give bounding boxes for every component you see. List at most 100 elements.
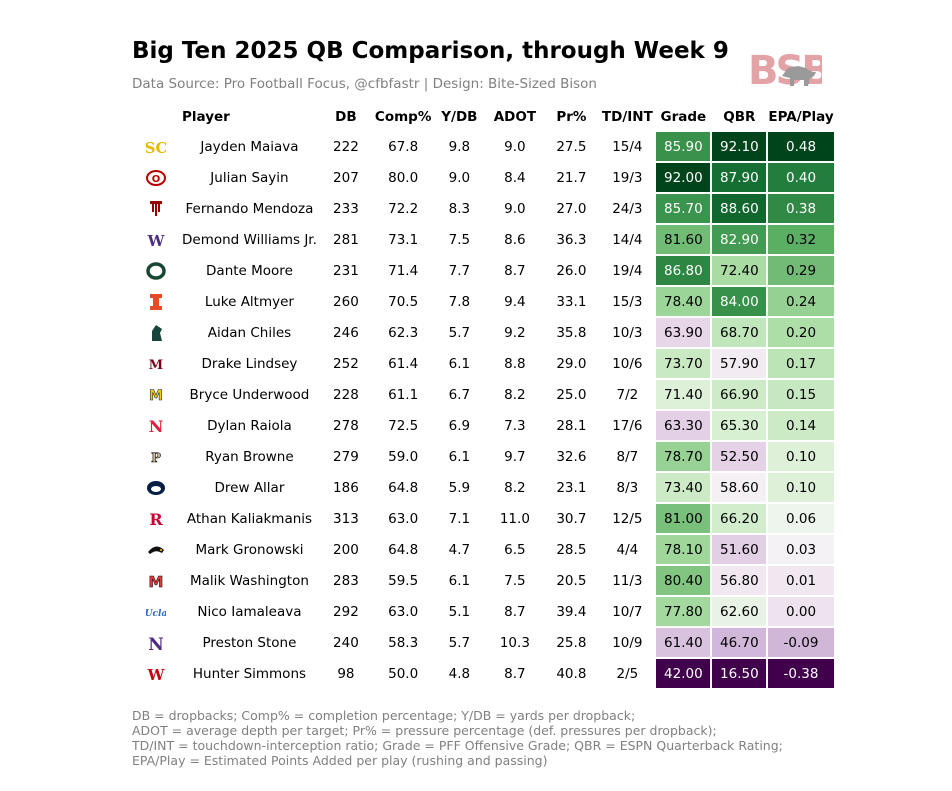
db-value: 231 (333, 262, 359, 279)
player-name: Ryan Browne (205, 448, 294, 465)
player-name: Luke Altmyer (204, 293, 294, 310)
adot-value: 10.3 (499, 634, 530, 651)
grade-value: 71.40 (656, 380, 711, 409)
comp-value: 63.0 (388, 603, 419, 620)
maryland-logo-icon: M (148, 572, 164, 591)
table-row: O Julian Sayin 207 80.0 9.0 8.4 21.7 19/3 92.00 8… (132, 163, 834, 192)
epa-value: -0.38 (768, 659, 834, 688)
tdint-value: 7/2 (616, 386, 639, 403)
ydb-value: 6.1 (448, 448, 471, 465)
comp-value: 59.0 (388, 448, 419, 465)
header-ydb: Y/DB (441, 109, 478, 125)
db-value: 313 (333, 510, 359, 527)
indiana-logo-icon (150, 200, 162, 216)
player-name: Drake Lindsey (201, 355, 298, 372)
pr-value: 25.0 (556, 386, 587, 403)
epa-value: 0.17 (768, 349, 834, 378)
tdint-value: 10/9 (612, 634, 643, 651)
svg-text:R: R (149, 510, 163, 529)
pr-value: 27.0 (556, 200, 587, 217)
svg-text:N: N (148, 635, 164, 653)
brand-logo-text: BSB (748, 48, 822, 92)
header-player: Player (182, 109, 230, 125)
qbr-value: 65.30 (712, 411, 767, 440)
qbr-value: 68.70 (712, 318, 767, 347)
team-logo-cell: Ucla (132, 597, 180, 626)
pr-value: 35.8 (556, 324, 587, 341)
tdint-value: 10/6 (612, 355, 643, 372)
comp-value: 70.5 (388, 293, 419, 310)
tdint-value: 12/5 (612, 510, 643, 527)
grade-value: 73.40 (656, 473, 711, 502)
michigan-logo-icon: M (149, 387, 164, 404)
epa-value: 0.03 (768, 535, 834, 564)
svg-text:M: M (149, 573, 164, 591)
adot-value: 7.5 (504, 572, 526, 589)
qbr-value: 84.00 (712, 287, 767, 316)
grade-value: 42.00 (656, 659, 711, 688)
pr-value: 27.5 (556, 138, 587, 155)
epa-value: 0.20 (768, 318, 834, 347)
adot-value: 9.0 (504, 138, 526, 155)
db-value: 278 (333, 417, 359, 434)
qbr-value: 16.50 (712, 659, 767, 688)
player-name: Nico Iamaleava (197, 603, 302, 620)
michigan-state-logo-icon (152, 324, 162, 341)
table-row: R Athan Kaliakmanis 313 63.0 7.1 11.0 30.7 12/5… (132, 504, 834, 533)
ydb-value: 7.8 (448, 293, 471, 310)
team-logo-cell: W (132, 659, 180, 688)
player-name: Julian Sayin (210, 169, 289, 186)
tdint-value: 10/7 (612, 603, 643, 620)
ydb-value: 6.1 (448, 572, 471, 589)
adot-value: 8.7 (504, 665, 526, 682)
rutgers-logo-icon: R (149, 510, 163, 529)
adot-value: 9.2 (504, 324, 526, 341)
pr-value: 29.0 (556, 355, 587, 372)
grade-value: 78.10 (656, 535, 711, 564)
comp-value: 62.3 (388, 324, 419, 341)
ydb-value: 6.1 (448, 355, 471, 372)
epa-value: 0.40 (768, 163, 834, 192)
team-logo-cell: N (132, 411, 180, 440)
comp-value: 80.0 (388, 169, 419, 186)
db-value: 228 (333, 386, 359, 403)
washington-logo-icon: W (147, 232, 166, 250)
page-title: Big Ten 2025 QB Comparison, through Week… (132, 38, 729, 64)
svg-text:O: O (152, 174, 161, 185)
epa-value: 0.15 (768, 380, 834, 409)
db-value: 281 (333, 231, 359, 248)
epa-value: 0.24 (768, 287, 834, 316)
comp-value: 64.8 (388, 479, 419, 496)
table-row: N Dylan Raiola 278 72.5 6.9 7.3 28.1 17/6 63.30 6… (132, 411, 834, 440)
comp-value: 64.8 (388, 541, 419, 558)
ydb-value: 4.8 (448, 665, 471, 682)
ydb-value: 7.5 (448, 231, 471, 248)
table-row: M Malik Washington 283 59.5 6.1 7.5 20.5 11/3 80… (132, 566, 834, 595)
epa-value: 0.01 (768, 566, 834, 595)
pr-value: 21.7 (556, 169, 587, 186)
player-name: Fernando Mendoza (185, 200, 314, 217)
tdint-value: 4/4 (616, 541, 639, 558)
epa-value: 0.06 (768, 504, 834, 533)
qbr-value: 82.90 (712, 225, 767, 254)
table-row: Luke Altmyer 260 70.5 7.8 9.4 33.1 15/3 78.40 84… (132, 287, 834, 316)
team-logo-cell: M (132, 349, 180, 378)
db-value: 200 (333, 541, 359, 558)
qbr-value: 72.40 (712, 256, 767, 285)
adot-value: 8.8 (504, 355, 526, 372)
qbr-value: 52.50 (712, 442, 767, 471)
page-subtitle: Data Source: Pro Football Focus, @cfbfas… (132, 76, 597, 92)
oregon-logo-icon (146, 261, 166, 280)
player-name: Demond Williams Jr. (182, 231, 317, 248)
adot-value: 8.4 (504, 169, 526, 186)
team-logo-cell: O (132, 163, 180, 192)
ydb-value: 5.1 (448, 603, 471, 620)
pr-value: 36.3 (556, 231, 587, 248)
header-epa: EPA/Play (768, 109, 834, 125)
svg-text:M: M (149, 358, 163, 373)
player-name: Dante Moore (206, 262, 293, 279)
tdint-value: 19/3 (612, 169, 643, 186)
db-value: 207 (333, 169, 359, 186)
purdue-logo-icon: P (151, 450, 162, 466)
adot-value: 8.2 (504, 479, 526, 496)
